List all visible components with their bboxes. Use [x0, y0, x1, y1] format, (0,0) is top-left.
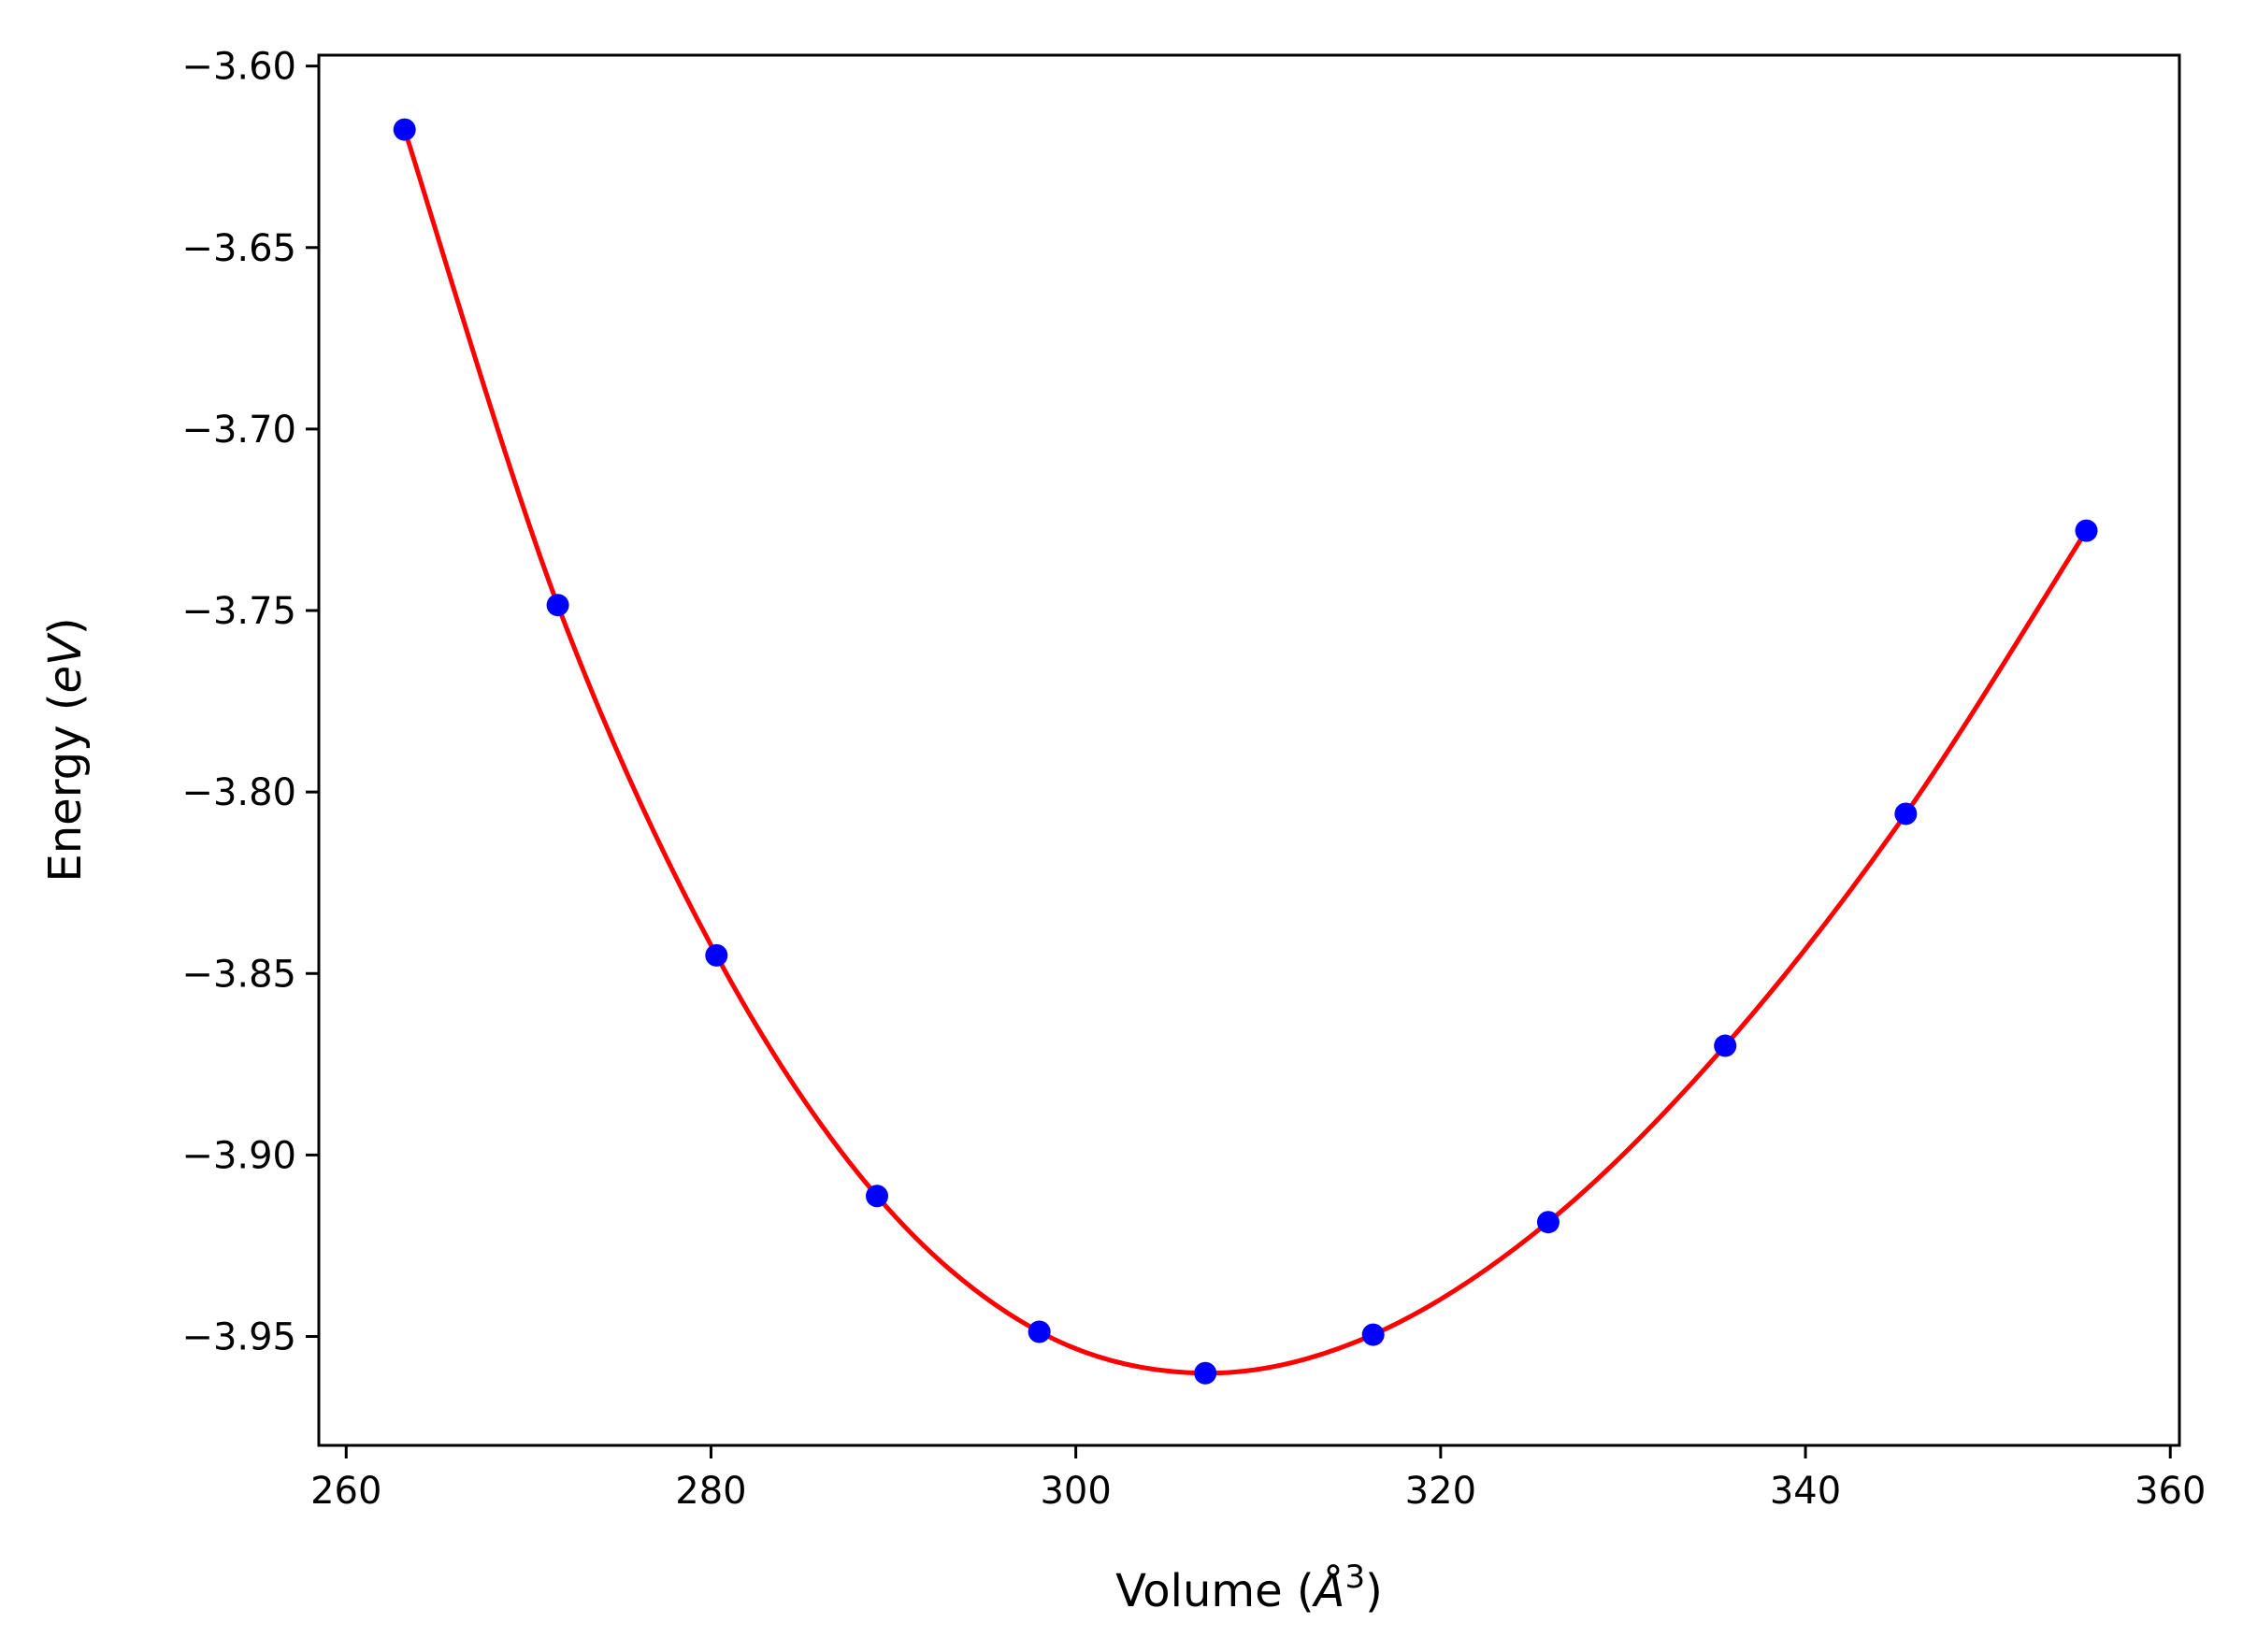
y-tick-label: −3.85	[181, 953, 296, 996]
y-tick-label: −3.75	[181, 590, 296, 633]
x-tick-label: 300	[1040, 1470, 1111, 1513]
fit-line-layer	[402, 128, 2089, 1376]
data-point	[1194, 1361, 1217, 1385]
data-point	[546, 594, 569, 617]
y-axis-label: Energy (eV)	[39, 617, 92, 882]
x-axis-ticks: 260 280 300 320 340 360	[310, 1445, 2206, 1513]
x-axis-label-unit: Å	[1312, 1564, 1345, 1617]
x-tick-label: 360	[2135, 1470, 2206, 1513]
y-axis-label-prefix: Energy (	[39, 694, 92, 883]
y-tick-label: −3.70	[181, 409, 296, 452]
data-point	[1361, 1323, 1385, 1346]
y-tick-label: −3.60	[181, 46, 296, 89]
y-tick-label: −3.95	[181, 1316, 296, 1359]
data-point	[1028, 1320, 1051, 1343]
x-axis-label: Volume (Å3)	[1115, 1559, 1383, 1617]
y-axis-label-suffix: )	[39, 617, 92, 635]
y-axis-ticks: −3.60 −3.65 −3.70 −3.75 −3.80 −3.85 −3.90 −3.95	[181, 46, 319, 1359]
plot-frame	[317, 53, 2181, 1447]
y-tick-label: −3.65	[181, 227, 296, 270]
data-point	[1714, 1034, 1737, 1057]
data-point	[705, 943, 728, 967]
data-point	[866, 1185, 888, 1208]
x-tick-label: 280	[675, 1470, 746, 1513]
x-axis-label-exponent: 3	[1344, 1559, 1365, 1596]
y-tick-label: −3.80	[181, 771, 296, 814]
data-point	[2075, 519, 2098, 542]
x-tick-label: 260	[310, 1470, 381, 1513]
fit-curve	[402, 128, 2089, 1376]
x-tick-label: 340	[1770, 1470, 1841, 1513]
data-point	[393, 118, 416, 141]
y-tick-label: −3.90	[181, 1134, 296, 1177]
data-points-layer	[393, 118, 2098, 1385]
x-tick-label: 320	[1405, 1470, 1476, 1513]
data-point	[1894, 802, 1918, 826]
data-point	[1536, 1211, 1560, 1234]
x-axis-label-suffix: )	[1365, 1565, 1383, 1617]
y-axis-label-unit: eV	[39, 632, 92, 694]
x-axis-label-prefix: Volume (	[1115, 1565, 1315, 1617]
